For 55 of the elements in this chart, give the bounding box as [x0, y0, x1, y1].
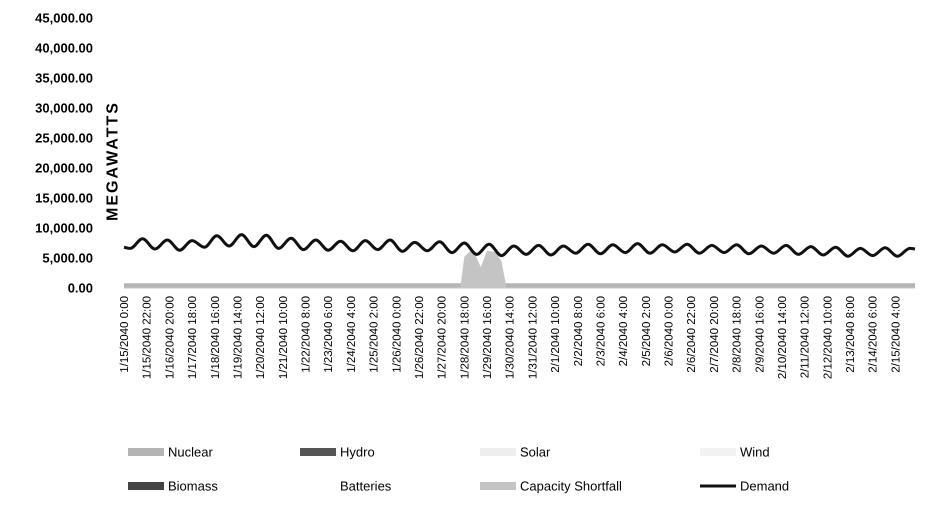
legend-label: Biomass — [168, 478, 218, 494]
x-tick-label: 1/18/2040 16:00 — [210, 296, 222, 380]
x-tick-label: 2/7/2040 20:00 — [708, 296, 721, 373]
legend-label: Nuclear — [168, 444, 214, 460]
x-tick-label: 1/30/2040 14:00 — [504, 296, 517, 380]
x-tick-label: 1/23/2040 6:00 — [323, 296, 336, 373]
x-tick-label: 2/14/2040 6:00 — [868, 296, 880, 373]
line-series — [122, 233, 916, 258]
x-tick-label: 2/15/2040 4:00 — [890, 296, 902, 373]
x-tick-label: 1/17/2040 18:00 — [187, 296, 200, 380]
legend-label: Demand — [740, 478, 790, 494]
x-tick-label: 2/8/2040 18:00 — [732, 296, 744, 373]
x-tick-label: 1/21/2040 10:00 — [278, 296, 290, 380]
y-tick-label: 45,000.00 — [35, 10, 93, 26]
y-tick-label: 40,000.00 — [35, 40, 93, 56]
y-tick-label: 10,000.00 — [35, 220, 93, 236]
x-tick-label: 2/2/2040 8:00 — [572, 296, 585, 366]
legend-label: Capacity Shortfall — [520, 478, 622, 494]
legend-label: Hydro — [340, 444, 375, 460]
x-tick-label: 2/1/2040 10:00 — [550, 296, 562, 373]
x-tick-label: 1/20/2040 12:00 — [255, 296, 268, 380]
y-tick-label: 5,000.00 — [42, 250, 93, 266]
x-tick-label: 2/4/2040 4:00 — [618, 296, 630, 366]
legend-label: Solar — [520, 444, 552, 460]
y-axis-title: MEGAWATTS — [104, 101, 122, 221]
x-tick-label: 1/16/2040 20:00 — [164, 296, 176, 380]
x-tick-label: 2/9/2040 16:00 — [754, 296, 766, 373]
y-tick-label: 20,000.00 — [35, 160, 93, 176]
x-tick-label: 1/28/2040 18:00 — [459, 296, 472, 380]
x-tick-label: 1/15/2040 0:00 — [119, 296, 132, 373]
x-tick-label: 1/26/2040 0:00 — [391, 296, 404, 373]
x-tick-label: 1/15/2040 22:00 — [142, 296, 154, 380]
y-tick-label: 25,000.00 — [35, 130, 93, 146]
x-tick-label: 1/24/2040 4:00 — [346, 296, 358, 373]
y-tick-label: 35,000.00 — [35, 70, 93, 86]
x-tick-label: 2/11/2040 12:00 — [800, 296, 812, 378]
text: Batteries — [340, 478, 392, 494]
x-tick-label: 1/27/2040 20:00 — [436, 296, 449, 380]
x-tick-label: 1/31/2040 12:00 — [527, 296, 540, 380]
y-tick-label: 15,000.00 — [35, 190, 93, 206]
x-tick-label: 2/13/2040 8:00 — [845, 296, 858, 373]
x-tick-label: 2/6/2040 22:00 — [686, 296, 698, 373]
x-tick-label: 1/29/2040 16:00 — [482, 296, 494, 380]
y-tick-label: 0.00 — [68, 280, 93, 296]
x-tick-label: 1/25/2040 2:00 — [368, 296, 381, 373]
x-tick-label: 2/3/2040 6:00 — [595, 296, 608, 366]
x-tick-label: 2/12/2040 10:00 — [822, 296, 834, 380]
x-tick-label: 1/19/2040 14:00 — [232, 296, 244, 380]
x-tick-label: 2/6/2040 0:00 — [664, 296, 676, 366]
x-tick-label: 2/5/2040 2:00 — [640, 296, 653, 366]
x-tick-label: 2/10/2040 14:00 — [776, 296, 789, 380]
x-tick-label: 1/26/2040 22:00 — [414, 296, 426, 380]
x-tick-label: 1/22/2040 8:00 — [300, 296, 313, 373]
legend-label: Wind — [740, 444, 770, 460]
y-tick-label: 30,000.00 — [35, 100, 93, 116]
